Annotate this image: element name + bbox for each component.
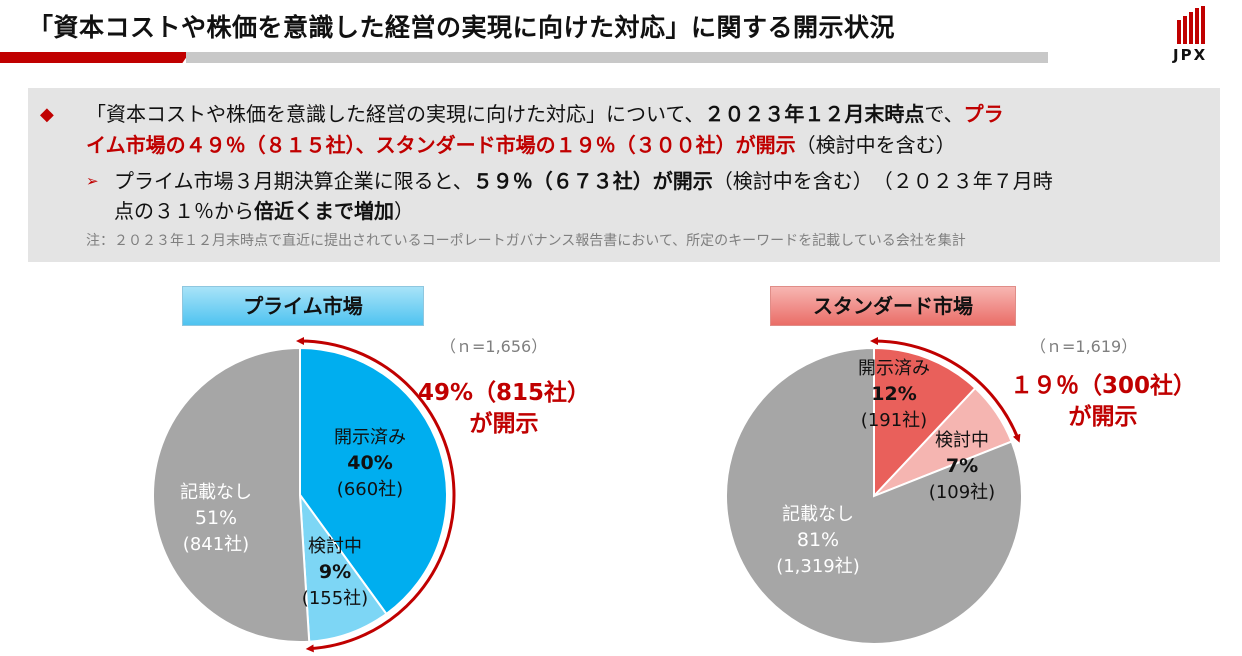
- standard-callout: １９％（300社） が開示: [1010, 371, 1196, 433]
- logo-text: JPX: [1173, 46, 1208, 64]
- prime-slice-count-2: (841社): [183, 534, 249, 555]
- footnote: 注：２０２３年１２月末時点で直近に提出されているコーポレートガバナンス報告書にお…: [86, 233, 966, 249]
- prime-n-count: （ｎ=1,656）: [440, 337, 548, 356]
- page-title: 「資本コストや株価を意識した経営の実現に向けた対応」に関する開示状況: [28, 13, 896, 42]
- summary-text: （検討中を含む） （２０２３年７月時: [712, 169, 1053, 193]
- standard-slice-2: [725, 346, 1023, 645]
- prime-slice-percent-1: 9%: [319, 561, 351, 583]
- summary-bold: 倍近くまで増加: [254, 199, 394, 223]
- prime-slice-0: [299, 346, 448, 616]
- standard-slice-percent-0: 12%: [871, 383, 916, 405]
- standard-slice-label-1: 検討中: [935, 430, 989, 451]
- prime-slice-label-0: 開示済み: [334, 427, 406, 448]
- summary-line-2: イム市場の４９％（８１５社）、スタンダード市場の１９％（３００社）が開示（検討中…: [86, 130, 956, 160]
- standard-n-count: （ｎ=1,619）: [1030, 337, 1138, 356]
- standard-slice-count-0: (191社): [861, 410, 927, 431]
- summary-text: ）: [394, 199, 414, 223]
- standard-slice-count-2: (1,319社): [776, 556, 860, 577]
- summary-sub-line-2: 点の３１％から倍近くまで増加）: [114, 196, 414, 226]
- summary-text: 「資本コストや株価を意識した経営の実現に向けた対応」について、: [86, 102, 705, 126]
- standard-callout-label: が開示: [1068, 404, 1138, 430]
- summary-line-1: 「資本コストや株価を意識した経営の実現に向けた対応」について、２０２３年１２月末…: [86, 99, 1004, 129]
- prime-callout-value: 49%（815社）: [418, 380, 591, 406]
- arrow-bullet-icon: ➢: [86, 172, 99, 190]
- summary-date: ２０２３年１２月末時点: [704, 102, 925, 126]
- prime-callout: 49%（815社） が開示: [418, 378, 590, 440]
- prime-callout-label: が開示: [469, 411, 539, 437]
- prime-slice-count-1: (155社): [302, 588, 368, 609]
- standard-slice-label-0: 開示済み: [858, 358, 930, 379]
- summary-text: （検討中を含む）: [795, 133, 956, 157]
- prime-slice-percent-0: 40%: [347, 452, 392, 474]
- summary-sub-line-1: プライム市場３月期決算企業に限ると、５９％（６７３社）が開示（検討中を含む） （…: [114, 166, 1053, 196]
- standard-slice-label-2: 記載なし: [782, 504, 854, 525]
- prime-chart-title: プライム市場: [182, 286, 424, 326]
- diamond-bullet-icon: ◆: [40, 104, 54, 125]
- summary-box: [28, 88, 1220, 262]
- summary-highlight: プラ: [963, 102, 1004, 126]
- standard-slice-percent-2: 81%: [797, 529, 839, 551]
- prime-slice-count-0: (660社): [337, 479, 403, 500]
- title-underline-accent: [0, 52, 190, 63]
- prime-slice-percent-2: 51%: [195, 507, 237, 529]
- summary-text: で、: [924, 102, 964, 126]
- summary-text: 点の３１％から: [114, 199, 254, 223]
- prime-slice-2: [152, 346, 311, 643]
- prime-slice-label-2: 記載なし: [180, 482, 252, 503]
- standard-disclosed-arc: [870, 337, 1021, 443]
- standard-chart-title: スタンダード市場: [770, 286, 1016, 326]
- standard-slice-percent-1: 7%: [946, 455, 978, 477]
- summary-text: プライム市場３月期決算企業に限ると、: [114, 169, 473, 193]
- prime-slice-label-1: 検討中: [308, 536, 362, 557]
- standard-slice-count-1: (109社): [929, 482, 995, 503]
- jpx-logo-icon: [1177, 6, 1205, 44]
- standard-callout-value: １９％（300社）: [1010, 373, 1197, 399]
- summary-bold: ５９％（６７３社）が開示: [472, 169, 713, 193]
- summary-highlight: イム市場の４９％（８１５社）、スタンダード市場の１９％（３００社）が開示: [86, 133, 796, 157]
- prime-disclosed-arc: [296, 337, 456, 653]
- title-underline: [186, 52, 1048, 63]
